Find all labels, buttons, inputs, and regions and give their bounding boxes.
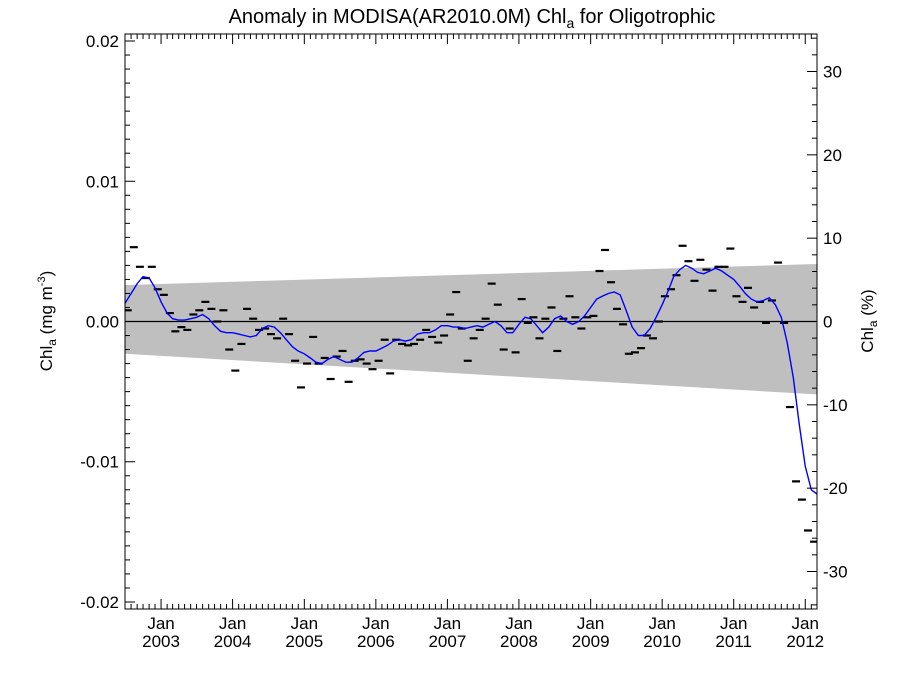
smoothed-series-line (125, 264, 817, 495)
x-tick-label-month: Jan (577, 614, 604, 633)
y-tick-label-left: 0.00 (86, 313, 119, 332)
x-tick-label-month: Jan (147, 614, 174, 633)
x-tick-label-year: 2012 (786, 632, 824, 651)
x-tick-label-year: 2005 (285, 632, 323, 651)
y-tick-label-right: 20 (823, 146, 842, 165)
x-tick-label-year: 2008 (500, 632, 538, 651)
chart-title: Anomaly in MODISA(AR2010.0M) Chla for Ol… (229, 6, 716, 31)
x-tick-label-month: Jan (648, 614, 675, 633)
x-tick-label-month: Jan (720, 614, 747, 633)
smoothed-anomaly-line (125, 264, 817, 495)
y-tick-label-left: -0.01 (80, 453, 119, 472)
y-tick-label-left: 0.01 (86, 172, 119, 191)
y-tick-label-right: 10 (823, 229, 842, 248)
x-tick-label-year: 2009 (572, 632, 610, 651)
x-tick-label-month: Jan (505, 614, 532, 633)
x-tick-label-month: Jan (792, 614, 819, 633)
y-tick-label-right: -30 (823, 563, 848, 582)
x-tick-label-month: Jan (434, 614, 461, 633)
y-axis-label-left: Chla (mg m-3) (36, 271, 59, 372)
y-tick-label-right: 0 (823, 313, 832, 332)
x-tick-label-month: Jan (219, 614, 246, 633)
y-tick-label-right: -10 (823, 396, 848, 415)
x-tick-label-year: 2007 (428, 632, 466, 651)
x-tick-label-year: 2003 (142, 632, 180, 651)
x-tick-label-month: Jan (362, 614, 389, 633)
y-tick-label-right: 30 (823, 63, 842, 82)
y-tick-label-right: -20 (823, 479, 848, 498)
x-tick-label-year: 2010 (643, 632, 681, 651)
x-tick-label-year: 2004 (214, 632, 252, 651)
y-tick-label-left: 0.02 (86, 32, 119, 51)
x-axis-ticks: Jan2003Jan2004Jan2005Jan2006Jan2007Jan20… (124, 34, 824, 651)
y-axis-label-right: Chla (%) (858, 289, 880, 352)
x-tick-label-year: 2006 (357, 632, 395, 651)
right-y-axis-ticks: 30 20 10 0 -10 -20 -30 (807, 37, 848, 606)
monthly-anomaly-points (125, 244, 817, 543)
y-tick-label-left: -0.02 (80, 593, 119, 612)
left-y-axis-ticks: 0.02 0.01 0.00 -0.01 -0.02 (80, 32, 135, 612)
x-tick-label-month: Jan (291, 614, 318, 633)
x-tick-label-year: 2011 (715, 632, 752, 651)
